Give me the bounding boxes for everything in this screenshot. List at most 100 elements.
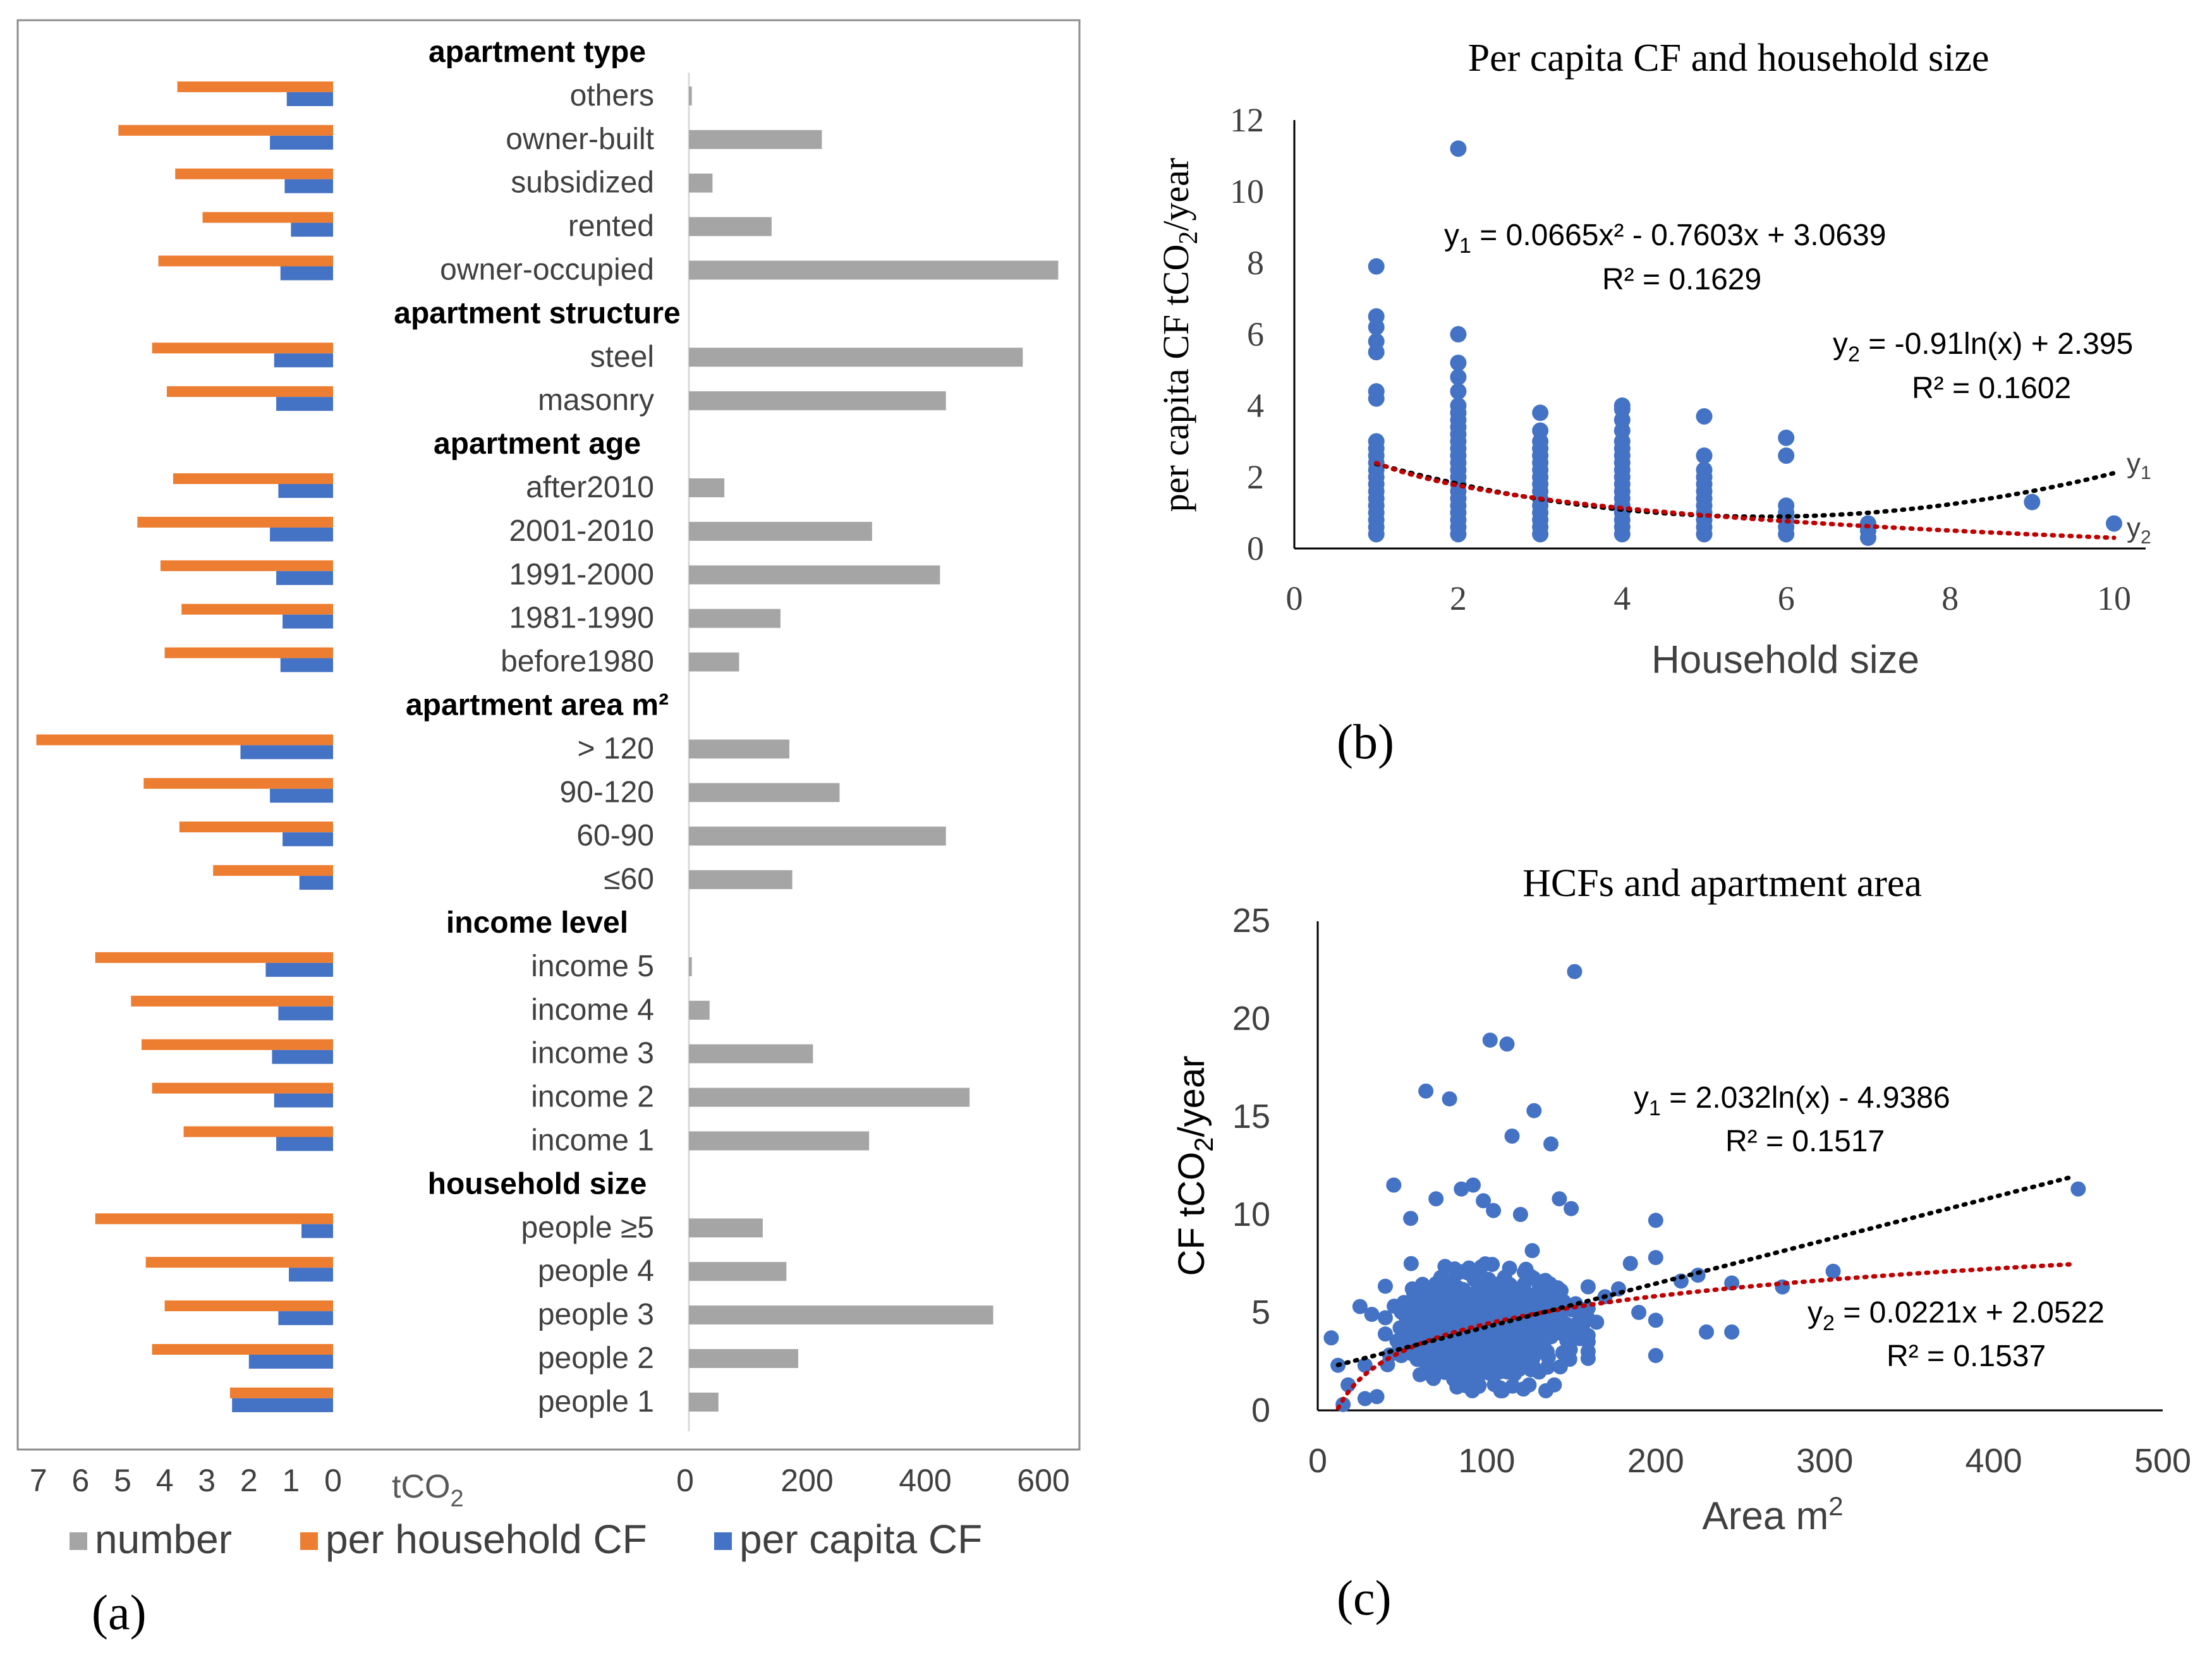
left-tick-7: 7 (30, 1463, 47, 1498)
b-point (1778, 497, 1795, 514)
c-point (1512, 1338, 1528, 1353)
panel-a-label: (a) (92, 1585, 147, 1640)
household-bar-income-4 (131, 995, 333, 1007)
household-bar-60-90 (179, 821, 333, 833)
row-label-people-3: people 3 (538, 1298, 654, 1331)
panel-b-y-label: per capita CF tCO2/year (1155, 158, 1203, 512)
household-bar-income-5 (95, 952, 333, 963)
c-point (1340, 1377, 1356, 1393)
household-bar-60 (213, 865, 333, 876)
number-bar-90-120 (689, 783, 840, 802)
household-bar-people-3 (164, 1300, 333, 1312)
c-point (1553, 1283, 1569, 1299)
capita-bar-rented (291, 222, 333, 237)
capita-bar-owner-built (270, 135, 333, 150)
row-label-owner-built: owner-built (506, 123, 654, 156)
row-label-income-1: income 1 (531, 1124, 654, 1158)
c-point (1580, 1279, 1596, 1295)
number-bar-people-5 (689, 1218, 763, 1238)
capita-bar-90-120 (270, 789, 333, 803)
household-bar-1981-1990 (181, 603, 333, 615)
c-point (1522, 1268, 1538, 1284)
c-point (1455, 1299, 1471, 1315)
panel-c-y-label: CF tCO2/year (1171, 1056, 1218, 1276)
c-point (1401, 1330, 1416, 1346)
c-point (1364, 1307, 1380, 1323)
c-point (1352, 1299, 1368, 1314)
row-label-masonry: masonry (538, 384, 654, 417)
group-heading-apartment-type: apartment type (428, 35, 646, 69)
c-y-tick-20: 20 (1232, 1000, 1270, 1038)
household-bar-90-120 (143, 778, 334, 789)
capita-bar-1981-1990 (283, 614, 333, 629)
c-point (1524, 1243, 1540, 1259)
c-point (1648, 1213, 1663, 1228)
capita-bar-income-2 (274, 1093, 333, 1108)
number-bar-income-2 (689, 1087, 970, 1107)
c-point (1530, 1363, 1546, 1379)
legend-label-per-household-cf: per household CF (325, 1517, 647, 1562)
c-point (1404, 1316, 1420, 1331)
right-tick-400: 400 (899, 1463, 951, 1498)
panel-c-eq1-r2: R² = 0.1517 (1725, 1125, 1885, 1158)
number-bar-people-4 (689, 1262, 787, 1281)
c-point (1418, 1083, 1434, 1099)
c-point (1454, 1312, 1470, 1328)
c-point (1377, 1310, 1393, 1326)
capita-bar-people-5 (301, 1224, 333, 1238)
capita-bar-income-5 (265, 962, 333, 977)
c-point (1476, 1193, 1492, 1209)
capita-bar-steel (274, 353, 333, 368)
b-point (1368, 433, 1385, 450)
c-point (1648, 1312, 1663, 1328)
household-bar-rented (202, 212, 333, 223)
row-label-people-4: people 4 (538, 1254, 654, 1288)
row-label-owner-occupied: owner-occupied (440, 253, 654, 287)
number-bar-income-1 (689, 1131, 870, 1151)
household-bar-owner-built (118, 124, 333, 136)
b-point (2106, 515, 2122, 532)
c-point (1403, 1345, 1419, 1361)
c-point (1466, 1177, 1481, 1193)
number-bar-people-2 (689, 1349, 798, 1368)
c-x-tick-400: 400 (1966, 1442, 2022, 1480)
household-bar-people-5 (95, 1213, 333, 1225)
panel-b-label: (b) (1337, 714, 1394, 769)
left-tick-5: 5 (114, 1463, 131, 1498)
row-label-people-1: people 1 (538, 1385, 654, 1419)
c-point (1589, 1314, 1605, 1330)
c-point (1488, 1306, 1504, 1322)
household-bar-masonry (166, 386, 333, 397)
legend-swatch-per-household-cf (300, 1532, 318, 1550)
left-tick-0: 0 (324, 1463, 342, 1498)
c-point (1404, 1281, 1420, 1297)
b-y-tick-10: 10 (1230, 173, 1264, 210)
c-point (1403, 1256, 1419, 1271)
c-point (1699, 1324, 1715, 1340)
c-point (1377, 1326, 1393, 1342)
c-point (1429, 1341, 1445, 1357)
c-point (1476, 1360, 1492, 1376)
panel-b-eq2-r2: R² = 0.1602 (1912, 372, 2071, 405)
row-label-90-120: 90-120 (560, 775, 654, 809)
capita-bar-people-4 (289, 1268, 333, 1282)
c-fit-y1 (1335, 1262, 2077, 1411)
c-point (1493, 1355, 1509, 1371)
capita-bar-people-2 (248, 1355, 333, 1369)
c-point (1403, 1211, 1419, 1226)
household-bar-income-1 (183, 1126, 333, 1137)
number-bar-1991-2000 (689, 565, 940, 584)
b-point (2024, 493, 2041, 511)
left-tick-4: 4 (156, 1463, 174, 1498)
c-point (1486, 1377, 1502, 1393)
c-point (2070, 1181, 2086, 1197)
household-bar-others (177, 81, 333, 92)
b-point (1778, 429, 1795, 446)
capita-bar-60 (299, 876, 333, 890)
number-bar-owner-built (689, 130, 822, 149)
c-point (1469, 1295, 1485, 1311)
left-tick-1: 1 (282, 1463, 300, 1498)
c-y-tick-0: 0 (1251, 1391, 1270, 1429)
c-point (1478, 1256, 1493, 1272)
c-point (1648, 1348, 1663, 1364)
